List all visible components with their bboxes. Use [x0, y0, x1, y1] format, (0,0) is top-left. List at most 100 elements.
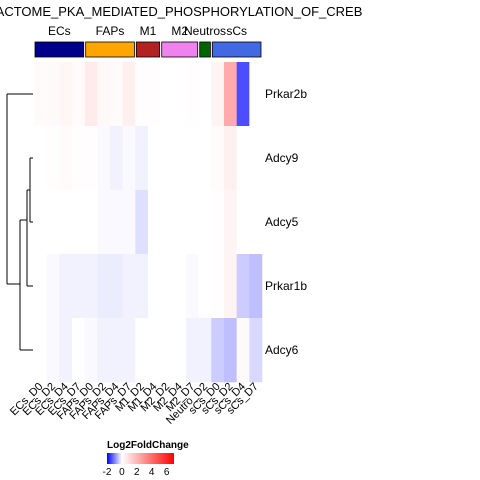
heatmap-cell: [72, 126, 85, 191]
heatmap-cell: [34, 62, 47, 127]
heatmap-cell: [211, 318, 225, 383]
heatmap-cell: [211, 190, 225, 255]
column-labels: ECs_D0ECs_D2ECs_D4ECs_D7FAPs_D0FAPs_D2FA…: [8, 381, 261, 427]
heatmap-cell: [148, 318, 161, 383]
heatmap-cell: [46, 62, 60, 127]
heatmap-cell: [211, 254, 225, 319]
colorbar-tick-label: 4: [149, 467, 155, 478]
heatmap-cell: [110, 254, 123, 319]
heatmap-cells: [34, 62, 263, 383]
heatmap-cell: [224, 62, 237, 127]
colorbar-gradient: [107, 453, 174, 464]
heatmap-cell: [186, 190, 199, 255]
column-group-bar: [199, 41, 211, 58]
row-labels: Prkar2b Adcy9 Adcy5 Prkar1b Adcy6: [265, 87, 307, 357]
heatmap-cell: [97, 126, 111, 191]
heatmap-cell: [135, 318, 149, 383]
heatmap-cell: [198, 126, 212, 191]
heatmap-cell: [110, 318, 123, 383]
row-label: Adcy9: [265, 151, 299, 165]
row-label: Adcy6: [265, 343, 299, 357]
heatmap-cell: [72, 190, 85, 255]
row-label: Adcy5: [265, 215, 299, 229]
heatmap-cell: [110, 190, 123, 255]
heatmap-cell: [97, 62, 111, 127]
colorbar-title: Log2FoldChange: [107, 440, 189, 451]
heatmap-cell: [173, 62, 187, 127]
colorbar-tick-label: 6: [164, 467, 170, 478]
heatmap-cell: [135, 126, 149, 191]
heatmap-cell: [46, 190, 60, 255]
heatmap-cell: [84, 62, 98, 127]
heatmap-cell: [72, 62, 85, 127]
heatmap-cell: [186, 62, 199, 127]
heatmap-cell: [97, 318, 111, 383]
heatmap-cell: [198, 62, 212, 127]
heatmap-cell: [110, 62, 123, 127]
heatmap-cell: [224, 190, 237, 255]
heatmap-cell: [236, 254, 250, 319]
heatmap-cell: [173, 190, 187, 255]
row-label: Prkar1b: [265, 279, 307, 293]
column-group-bar: [85, 41, 135, 58]
heatmap-cell: [84, 190, 98, 255]
heatmap-cell: [59, 318, 73, 383]
heatmap-cell: [72, 254, 85, 319]
heatmap-cell: [249, 62, 263, 127]
heatmap-cell: [249, 126, 263, 191]
heatmap-cell: [236, 318, 250, 383]
heatmap-cell: [46, 126, 60, 191]
heatmap-cell: [148, 254, 161, 319]
heatmap-cell: [34, 126, 47, 191]
heatmap-cell: [173, 318, 187, 383]
column-group-label: M2: [171, 24, 188, 38]
colorbar-tick-label: 0: [119, 467, 125, 478]
heatmap-cell: [46, 254, 60, 319]
heatmap-cell: [72, 318, 85, 383]
heatmap-cell: [110, 126, 123, 191]
heatmap-cell: [59, 190, 73, 255]
column-group-label: Neutros: [184, 24, 226, 38]
row-label: Prkar2b: [265, 87, 307, 101]
heatmap-cell: [46, 318, 60, 383]
heatmap-cell: [84, 126, 98, 191]
column-group-bar: [135, 41, 161, 58]
heatmap-cell: [236, 190, 250, 255]
heatmap-cell: [160, 126, 174, 191]
heatmap-cell: [160, 190, 174, 255]
heatmap-cell: [34, 190, 47, 255]
heatmap-cell: [84, 254, 98, 319]
column-group-label: sCs: [226, 24, 247, 38]
heatmap-cell: [148, 126, 161, 191]
heatmap-cell: [122, 62, 136, 127]
heatmap-cell: [160, 254, 174, 319]
colorbar-tick-label: -2: [103, 467, 112, 478]
heatmap-cell: [249, 318, 263, 383]
colorbar-tick-label: 2: [134, 467, 140, 478]
heatmap-cell: [59, 126, 73, 191]
heatmap-cell: [97, 254, 111, 319]
heatmap-cell: [224, 254, 237, 319]
heatmap-cell: [148, 190, 161, 255]
column-group-bar: [211, 41, 262, 58]
heatmap-cell: [160, 318, 174, 383]
heatmap-cell: [160, 62, 174, 127]
heatmap-cell: [84, 318, 98, 383]
heatmap-cell: [186, 126, 199, 191]
heatmap-cell: [148, 62, 161, 127]
row-dendrogram: [6, 93, 33, 351]
column-group-label: ECs: [48, 24, 71, 38]
column-group-bar: [34, 41, 85, 58]
heatmap-cell: [135, 190, 149, 255]
heatmap-cell: [59, 254, 73, 319]
heatmap-cell: [122, 190, 136, 255]
heatmap-cell: [198, 190, 212, 255]
column-group-bar: [161, 41, 199, 58]
heatmap-cell: [211, 62, 225, 127]
heatmap-cell: [173, 254, 187, 319]
heatmap-cell: [122, 126, 136, 191]
heatmap-cell: [34, 254, 47, 319]
heatmap-cell: [186, 318, 199, 383]
heatmap-cell: [59, 62, 73, 127]
